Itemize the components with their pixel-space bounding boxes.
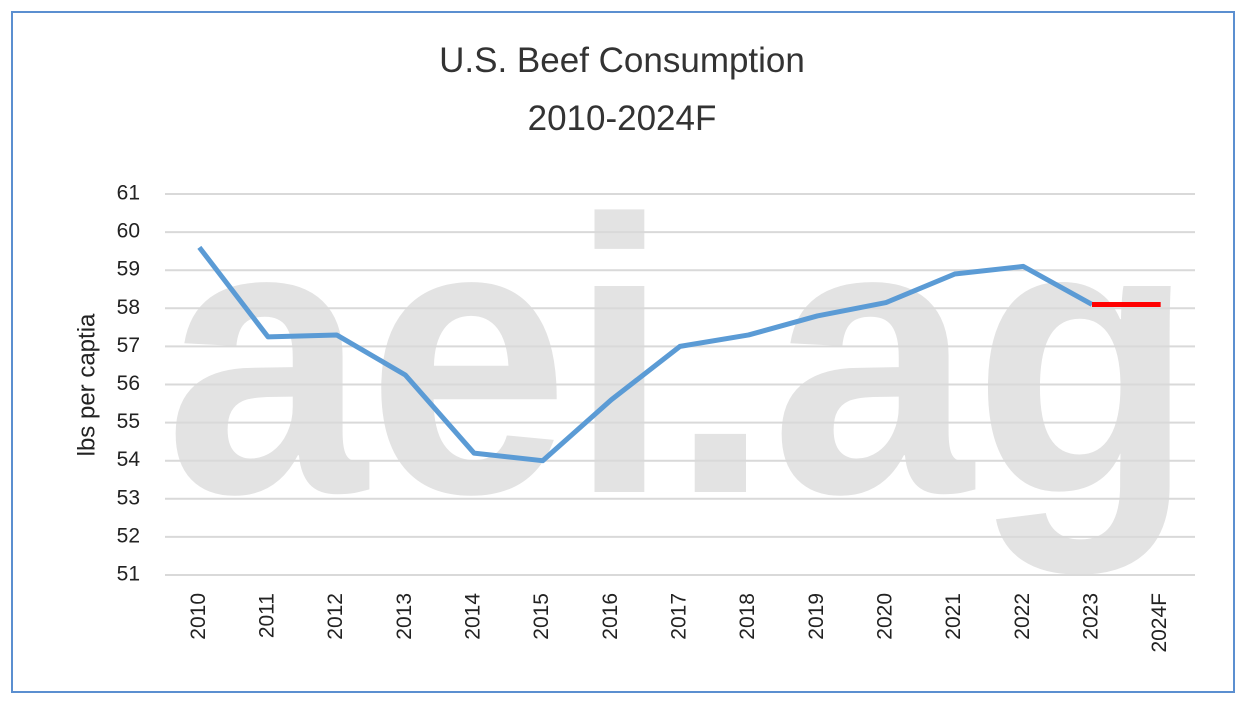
x-tick-label: 2018 bbox=[736, 593, 759, 640]
y-tick-label: 57 bbox=[117, 334, 140, 357]
x-tick-label: 2013 bbox=[393, 593, 416, 640]
x-tick-label: 2016 bbox=[599, 593, 622, 640]
y-tick-label: 61 bbox=[117, 182, 140, 205]
y-tick-label: 52 bbox=[117, 524, 140, 547]
x-tick-label: 2012 bbox=[324, 593, 347, 640]
x-tick-label: 2023 bbox=[1080, 593, 1103, 640]
y-tick-label: 59 bbox=[117, 258, 140, 281]
y-tick-label: 54 bbox=[117, 448, 141, 471]
y-tick-label: 53 bbox=[117, 486, 140, 509]
chart-subtitle: 2010-2024F bbox=[528, 99, 717, 138]
watermark: aei.ag bbox=[165, 139, 1195, 577]
x-tick-label: 2010 bbox=[187, 593, 210, 640]
x-tick-label: 2020 bbox=[874, 593, 897, 640]
x-tick-label: 2011 bbox=[256, 593, 279, 638]
chart-border bbox=[11, 11, 1235, 693]
x-tick-label: 2017 bbox=[668, 593, 691, 640]
y-tick-label: 51 bbox=[117, 563, 140, 586]
y-tick-label: 60 bbox=[117, 220, 140, 243]
x-tick-label: 2021 bbox=[942, 593, 965, 640]
data-line bbox=[197, 245, 1094, 464]
chart-title: U.S. Beef Consumption bbox=[439, 41, 805, 80]
x-tick-label: 2014 bbox=[462, 593, 485, 640]
y-tick-label: 58 bbox=[117, 296, 140, 319]
y-tick-label: 56 bbox=[117, 372, 140, 395]
y-tick-label: 55 bbox=[117, 410, 140, 433]
y-axis-label: lbs per captia bbox=[73, 313, 100, 456]
x-tick-label: 2024F bbox=[1148, 593, 1171, 653]
x-tick-label: 2022 bbox=[1011, 593, 1034, 640]
x-tick-label: 2015 bbox=[530, 593, 553, 640]
x-tick-label: 2019 bbox=[805, 593, 828, 640]
